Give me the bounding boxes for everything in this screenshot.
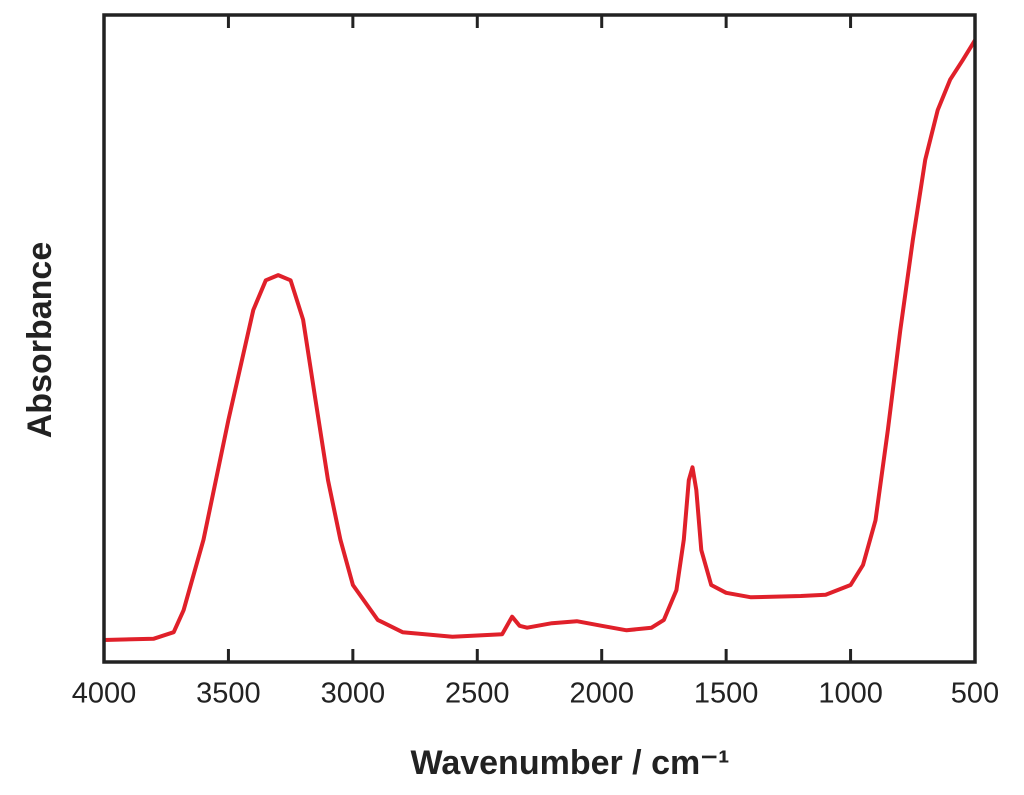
x-tick-label: 4000: [72, 678, 137, 710]
x-tick-label: 1500: [694, 678, 759, 710]
x-tick-label: 500: [951, 678, 999, 710]
y-axis-label: Absorbance: [21, 242, 59, 439]
x-tick-label: 3000: [321, 678, 386, 710]
x-tick-label: 2500: [445, 678, 510, 710]
x-axis-label: Wavenumber / cm⁻¹: [411, 744, 730, 782]
x-tick-label: 3500: [196, 678, 261, 710]
spectrum-line: [103, 39, 977, 642]
x-tick-label: 1000: [818, 678, 883, 710]
plot-frame: [102, 13, 977, 664]
x-tick-label: 2000: [569, 678, 634, 710]
